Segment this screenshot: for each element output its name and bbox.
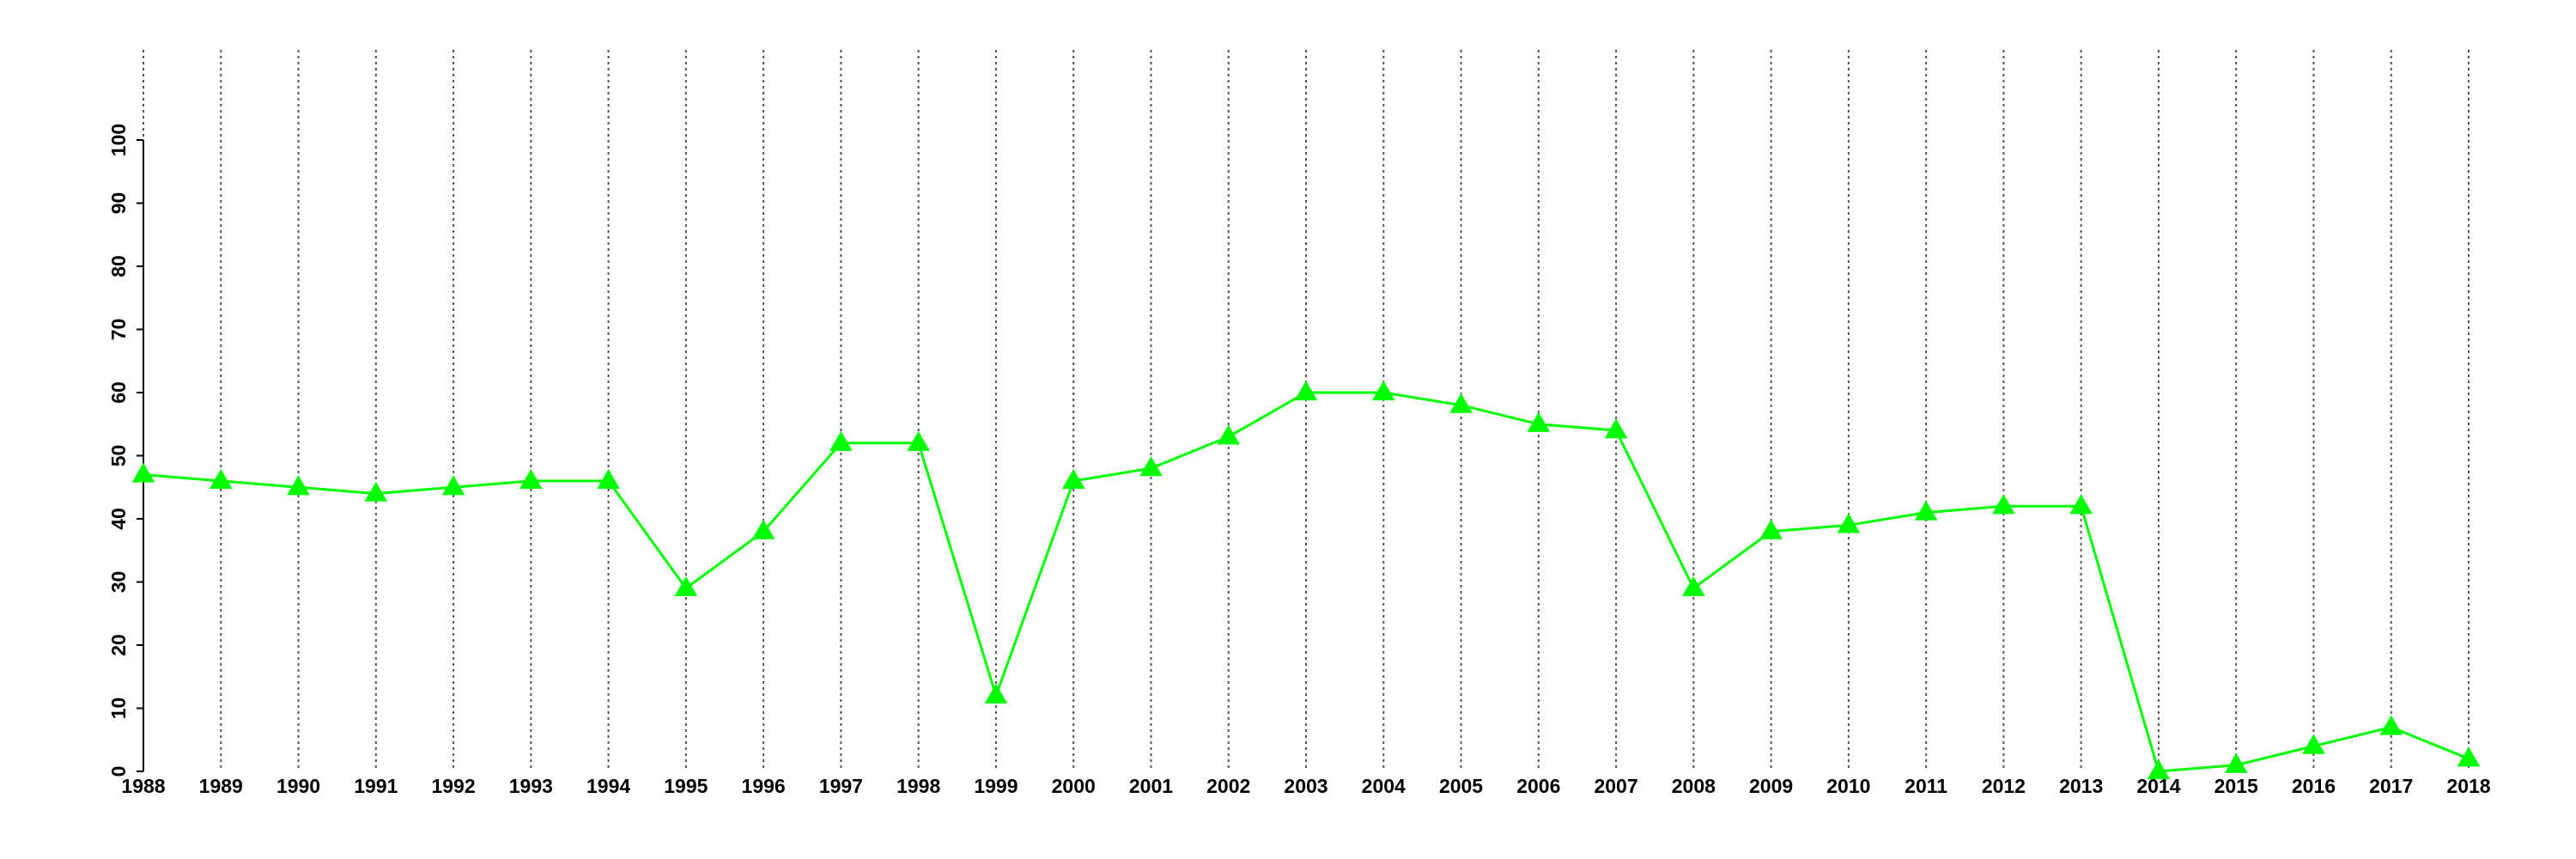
x-tick-label: 2003	[1284, 775, 1327, 797]
x-tick-label: 1997	[819, 775, 863, 797]
x-tick-label: 2015	[2215, 775, 2258, 797]
marker	[1449, 393, 1473, 413]
x-tick-label: 2010	[1826, 775, 1870, 797]
marker	[2379, 715, 2403, 735]
x-tick-label: 2008	[1672, 775, 1716, 797]
y-tick-label: 60	[107, 381, 130, 404]
x-tick-label: 1993	[509, 775, 553, 797]
x-tick-label: 1998	[896, 775, 940, 797]
marker	[519, 468, 543, 489]
x-tick-label: 2000	[1052, 775, 1096, 797]
x-tick-label: 2011	[1905, 775, 1947, 797]
marker	[2224, 752, 2248, 773]
x-tick-label: 1990	[276, 775, 320, 797]
x-tick-label: 2018	[2446, 775, 2490, 797]
marker	[287, 475, 310, 496]
marker	[1139, 456, 1163, 477]
x-tick-label: 2012	[1982, 775, 2026, 797]
x-tick-label: 2017	[2369, 775, 2413, 797]
marker	[1371, 381, 1395, 401]
x-tick-label: 2007	[1594, 775, 1637, 797]
marker	[1604, 418, 1628, 439]
x-tick-label: 1988	[121, 775, 165, 797]
marker	[2147, 759, 2171, 780]
marker	[1914, 500, 1938, 521]
y-tick-label: 50	[107, 445, 130, 467]
y-tick-label: 40	[107, 508, 130, 530]
x-tick-label: 1989	[199, 775, 243, 797]
x-tick-label: 1992	[431, 775, 475, 797]
x-tick-label: 1994	[586, 775, 630, 797]
marker	[131, 462, 155, 483]
y-tick-label: 70	[107, 319, 130, 341]
marker	[1061, 468, 1085, 489]
marker	[984, 683, 1008, 704]
y-tick-label: 20	[107, 634, 130, 656]
x-tick-label: 2005	[1439, 775, 1483, 797]
x-tick-label: 2016	[2292, 775, 2336, 797]
marker	[751, 519, 775, 539]
marker	[1992, 494, 2015, 515]
marker	[2457, 746, 2481, 767]
x-tick-label: 1996	[742, 775, 786, 797]
y-tick-label: 90	[107, 192, 130, 215]
marker	[441, 475, 465, 496]
marker	[209, 468, 233, 489]
marker	[1527, 411, 1551, 432]
marker	[1837, 513, 1861, 533]
x-tick-label: 2013	[2059, 775, 2103, 797]
y-tick-label: 100	[107, 124, 130, 156]
marker	[364, 481, 388, 502]
x-tick-label: 1991	[354, 775, 398, 797]
marker	[597, 468, 620, 489]
x-tick-label: 2009	[1749, 775, 1793, 797]
marker	[907, 430, 930, 451]
x-tick-label: 1995	[664, 775, 708, 797]
x-tick-label: 2006	[1516, 775, 1560, 797]
x-tick-label: 2002	[1206, 775, 1250, 797]
x-tick-label: 1999	[974, 775, 1018, 797]
y-tick-label: 80	[107, 255, 130, 277]
marker	[1294, 381, 1318, 401]
y-tick-label: 0	[107, 766, 130, 777]
y-tick-label: 10	[107, 698, 130, 720]
marker	[1682, 576, 1705, 596]
marker	[1759, 519, 1783, 539]
marker	[2069, 494, 2093, 515]
line	[143, 391, 2470, 773]
marker	[1217, 424, 1241, 445]
marker	[2302, 734, 2325, 754]
x-tick-label: 2004	[1362, 775, 1406, 797]
x-tick-label: 2001	[1129, 775, 1173, 797]
marker	[829, 430, 853, 451]
marker	[674, 576, 698, 596]
y-tick-label: 30	[107, 571, 130, 594]
